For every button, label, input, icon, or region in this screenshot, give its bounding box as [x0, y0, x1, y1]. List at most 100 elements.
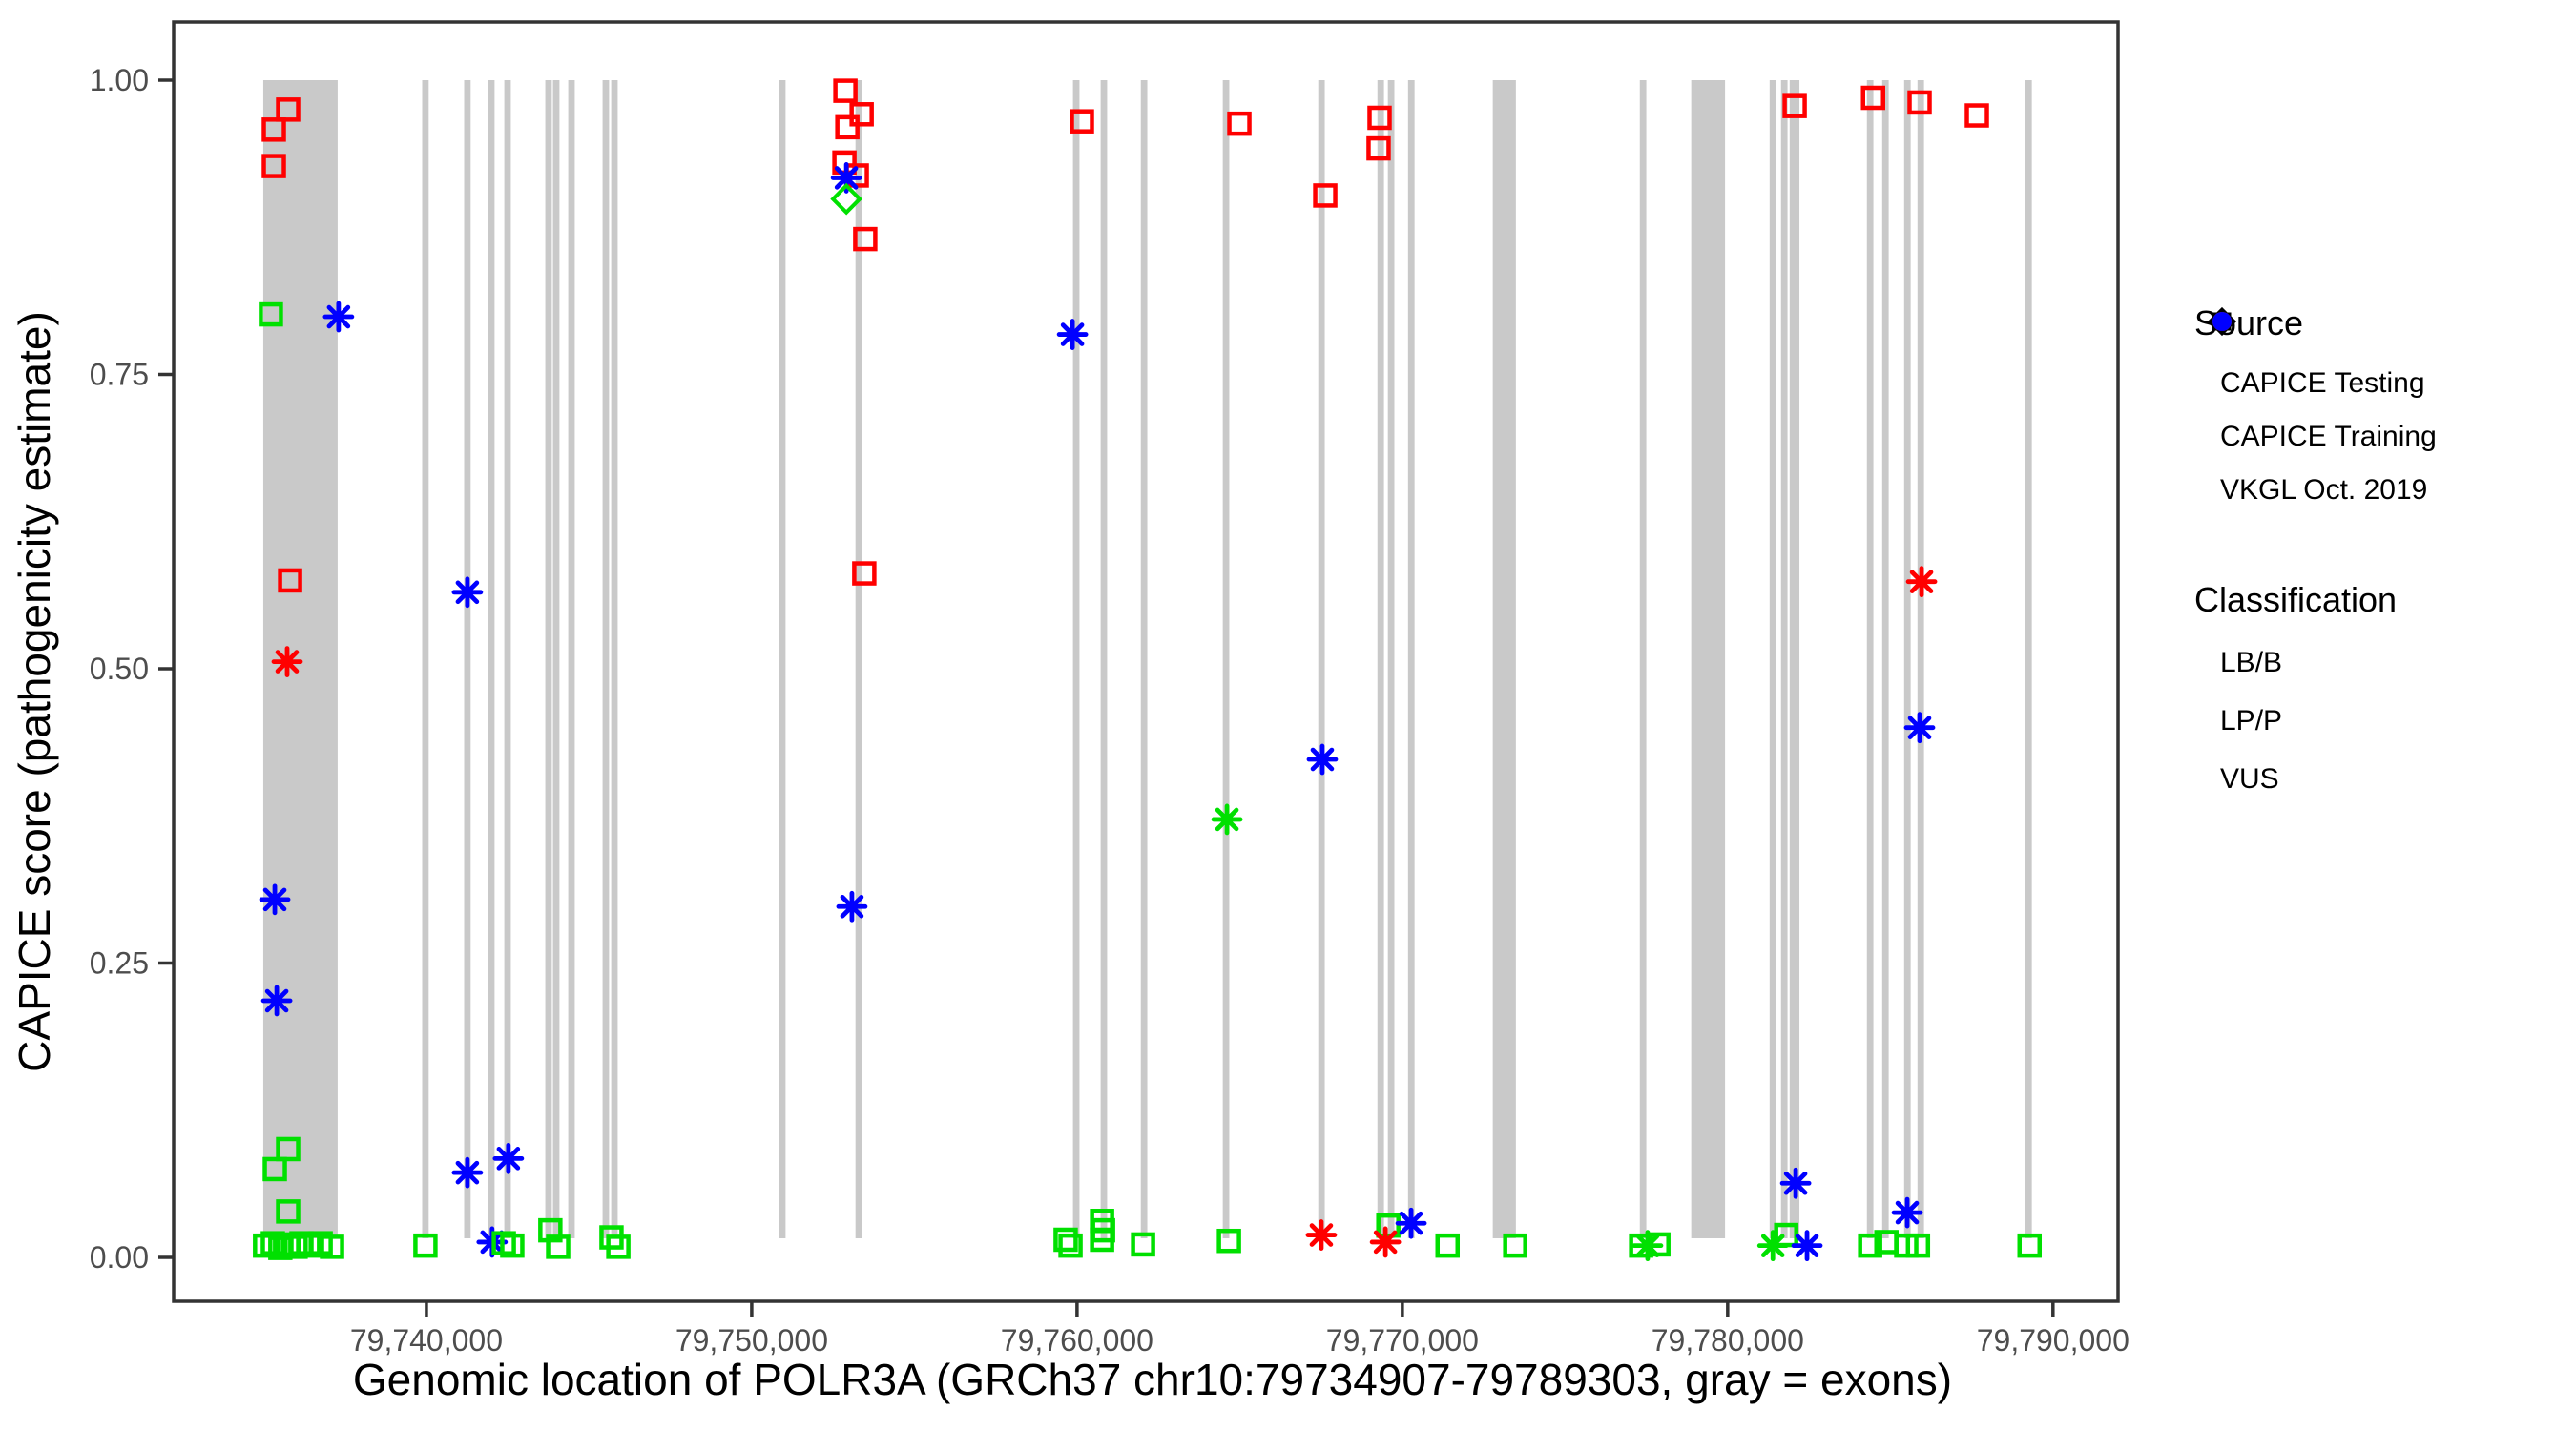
exon-bar — [1691, 80, 1726, 1238]
exon-bar — [1917, 80, 1924, 1238]
point-asterisk — [1056, 319, 1089, 350]
point-square-open — [833, 78, 858, 103]
point-square-open — [259, 301, 283, 327]
point-square-open — [276, 1136, 301, 1162]
x-tick-label: 79,780,000 — [1652, 1323, 1804, 1358]
exon-bar — [422, 80, 429, 1238]
exon-bar — [1407, 80, 1415, 1238]
exon-bar — [552, 80, 560, 1238]
point-square-open — [276, 97, 301, 122]
x-tick-label: 79,740,000 — [350, 1323, 503, 1358]
point-asterisk — [1903, 712, 1936, 744]
exon-bar — [1377, 80, 1384, 1238]
point-asterisk — [1305, 1219, 1338, 1251]
point-asterisk — [322, 301, 355, 333]
y-tick-label: 0.25 — [90, 946, 149, 981]
exon-bar — [611, 80, 618, 1238]
y-axis-title: CAPICE score (pathogenicity estimate) — [10, 311, 59, 1072]
point-square-open — [1782, 93, 1807, 118]
point-square-open — [1503, 1233, 1527, 1258]
y-tick-label: 0.75 — [90, 358, 149, 392]
point-asterisk — [451, 576, 484, 609]
point-square-open — [538, 1217, 563, 1243]
point-asterisk — [1905, 566, 1938, 598]
exon-bars — [262, 80, 2032, 1238]
exon-bar — [2025, 80, 2032, 1238]
point-square-open — [1435, 1233, 1461, 1258]
exon-bar — [1639, 80, 1647, 1238]
exon-bar — [1903, 80, 1911, 1238]
point-square-open — [852, 561, 877, 586]
exon-bar — [602, 80, 610, 1238]
data-points — [253, 78, 2043, 1262]
point-asterisk — [1306, 743, 1339, 776]
x-tick-label: 79,790,000 — [1977, 1323, 2129, 1358]
exon-bar — [1881, 80, 1889, 1238]
point-square-open — [276, 1199, 301, 1224]
x-tick-label: 79,760,000 — [1001, 1323, 1153, 1358]
point-square-open — [1376, 1213, 1401, 1238]
exon-bar — [1100, 80, 1108, 1238]
exon-bar — [504, 80, 511, 1238]
point-asterisk — [1891, 1196, 1923, 1229]
x-axis-title: Genomic location of POLR3A (GRCh37 chr10… — [353, 1355, 1952, 1404]
point-square-open — [606, 1234, 631, 1259]
point-square-open — [413, 1233, 438, 1258]
point-square-open — [500, 1233, 525, 1258]
point-asterisk — [271, 646, 303, 677]
point-square-open — [262, 1156, 287, 1182]
point-asterisk — [1756, 1230, 1789, 1262]
point-square-open — [1070, 109, 1094, 134]
point-diamond-open — [830, 182, 862, 216]
legend-item-lpp: LP/P — [2194, 312, 2437, 750]
point-asterisk — [1369, 1226, 1402, 1258]
legend-item-label: CAPICE Training — [2220, 421, 2437, 452]
legend-item-vkgl: VKGL Oct. 2019 — [2194, 309, 2437, 517]
point-asterisk — [259, 883, 291, 916]
legend-spacer — [2194, 517, 2437, 580]
point-square-open — [1858, 1233, 1882, 1258]
point-square-open — [1905, 1233, 1931, 1258]
legend-classification-title: Classification — [2194, 580, 2398, 619]
legend: Source CAPICE Testing CAPICE Training VK… — [2194, 303, 2437, 808]
point-square-open — [1646, 1232, 1671, 1257]
point-square-open — [278, 568, 302, 593]
exon-bar — [1769, 80, 1776, 1238]
legend-item-label: LP/P — [2220, 704, 2283, 736]
exon-bar — [464, 80, 471, 1238]
exon-bar — [1492, 80, 1516, 1238]
point-square-open — [1227, 111, 1252, 136]
point-square-open — [835, 114, 860, 140]
point-square-open — [260, 1231, 285, 1255]
point-square-open — [253, 1233, 278, 1258]
y-tick-label: 0.00 — [90, 1240, 149, 1275]
point-asterisk — [836, 890, 868, 923]
legend-item-lbb: LB/B — [2194, 312, 2437, 692]
exon-bar — [1222, 80, 1230, 1238]
legend-item-label: CAPICE Testing — [2220, 367, 2425, 399]
point-square-open — [2017, 1233, 2043, 1258]
vus-dot-icon — [2212, 312, 2232, 331]
point-square-open — [1907, 90, 1932, 115]
exon-bar — [779, 80, 786, 1238]
axis-ticks: 79,740,000 79,750,000 79,760,000 79,770,000… — [90, 63, 2129, 1358]
point-square-open — [261, 117, 286, 142]
legend-item-vus: VUS — [2194, 312, 2437, 808]
exon-bar — [1072, 80, 1080, 1238]
point-asterisk — [451, 1156, 484, 1189]
legend-item-capice-testing: CAPICE Testing — [2194, 306, 2437, 410]
exon-bar — [1387, 80, 1395, 1238]
point-square-open — [1367, 105, 1392, 131]
point-square-open — [546, 1234, 571, 1259]
point-asterisk — [1211, 803, 1243, 836]
point-square-open — [320, 1234, 344, 1259]
point-square-open — [1090, 1227, 1114, 1253]
exon-bar — [1789, 80, 1800, 1238]
point-square-open — [1313, 183, 1338, 208]
point-square-open — [849, 102, 874, 127]
exon-bar — [1866, 80, 1874, 1238]
point-square-open — [1860, 85, 1885, 111]
exon-bar — [1318, 80, 1325, 1238]
